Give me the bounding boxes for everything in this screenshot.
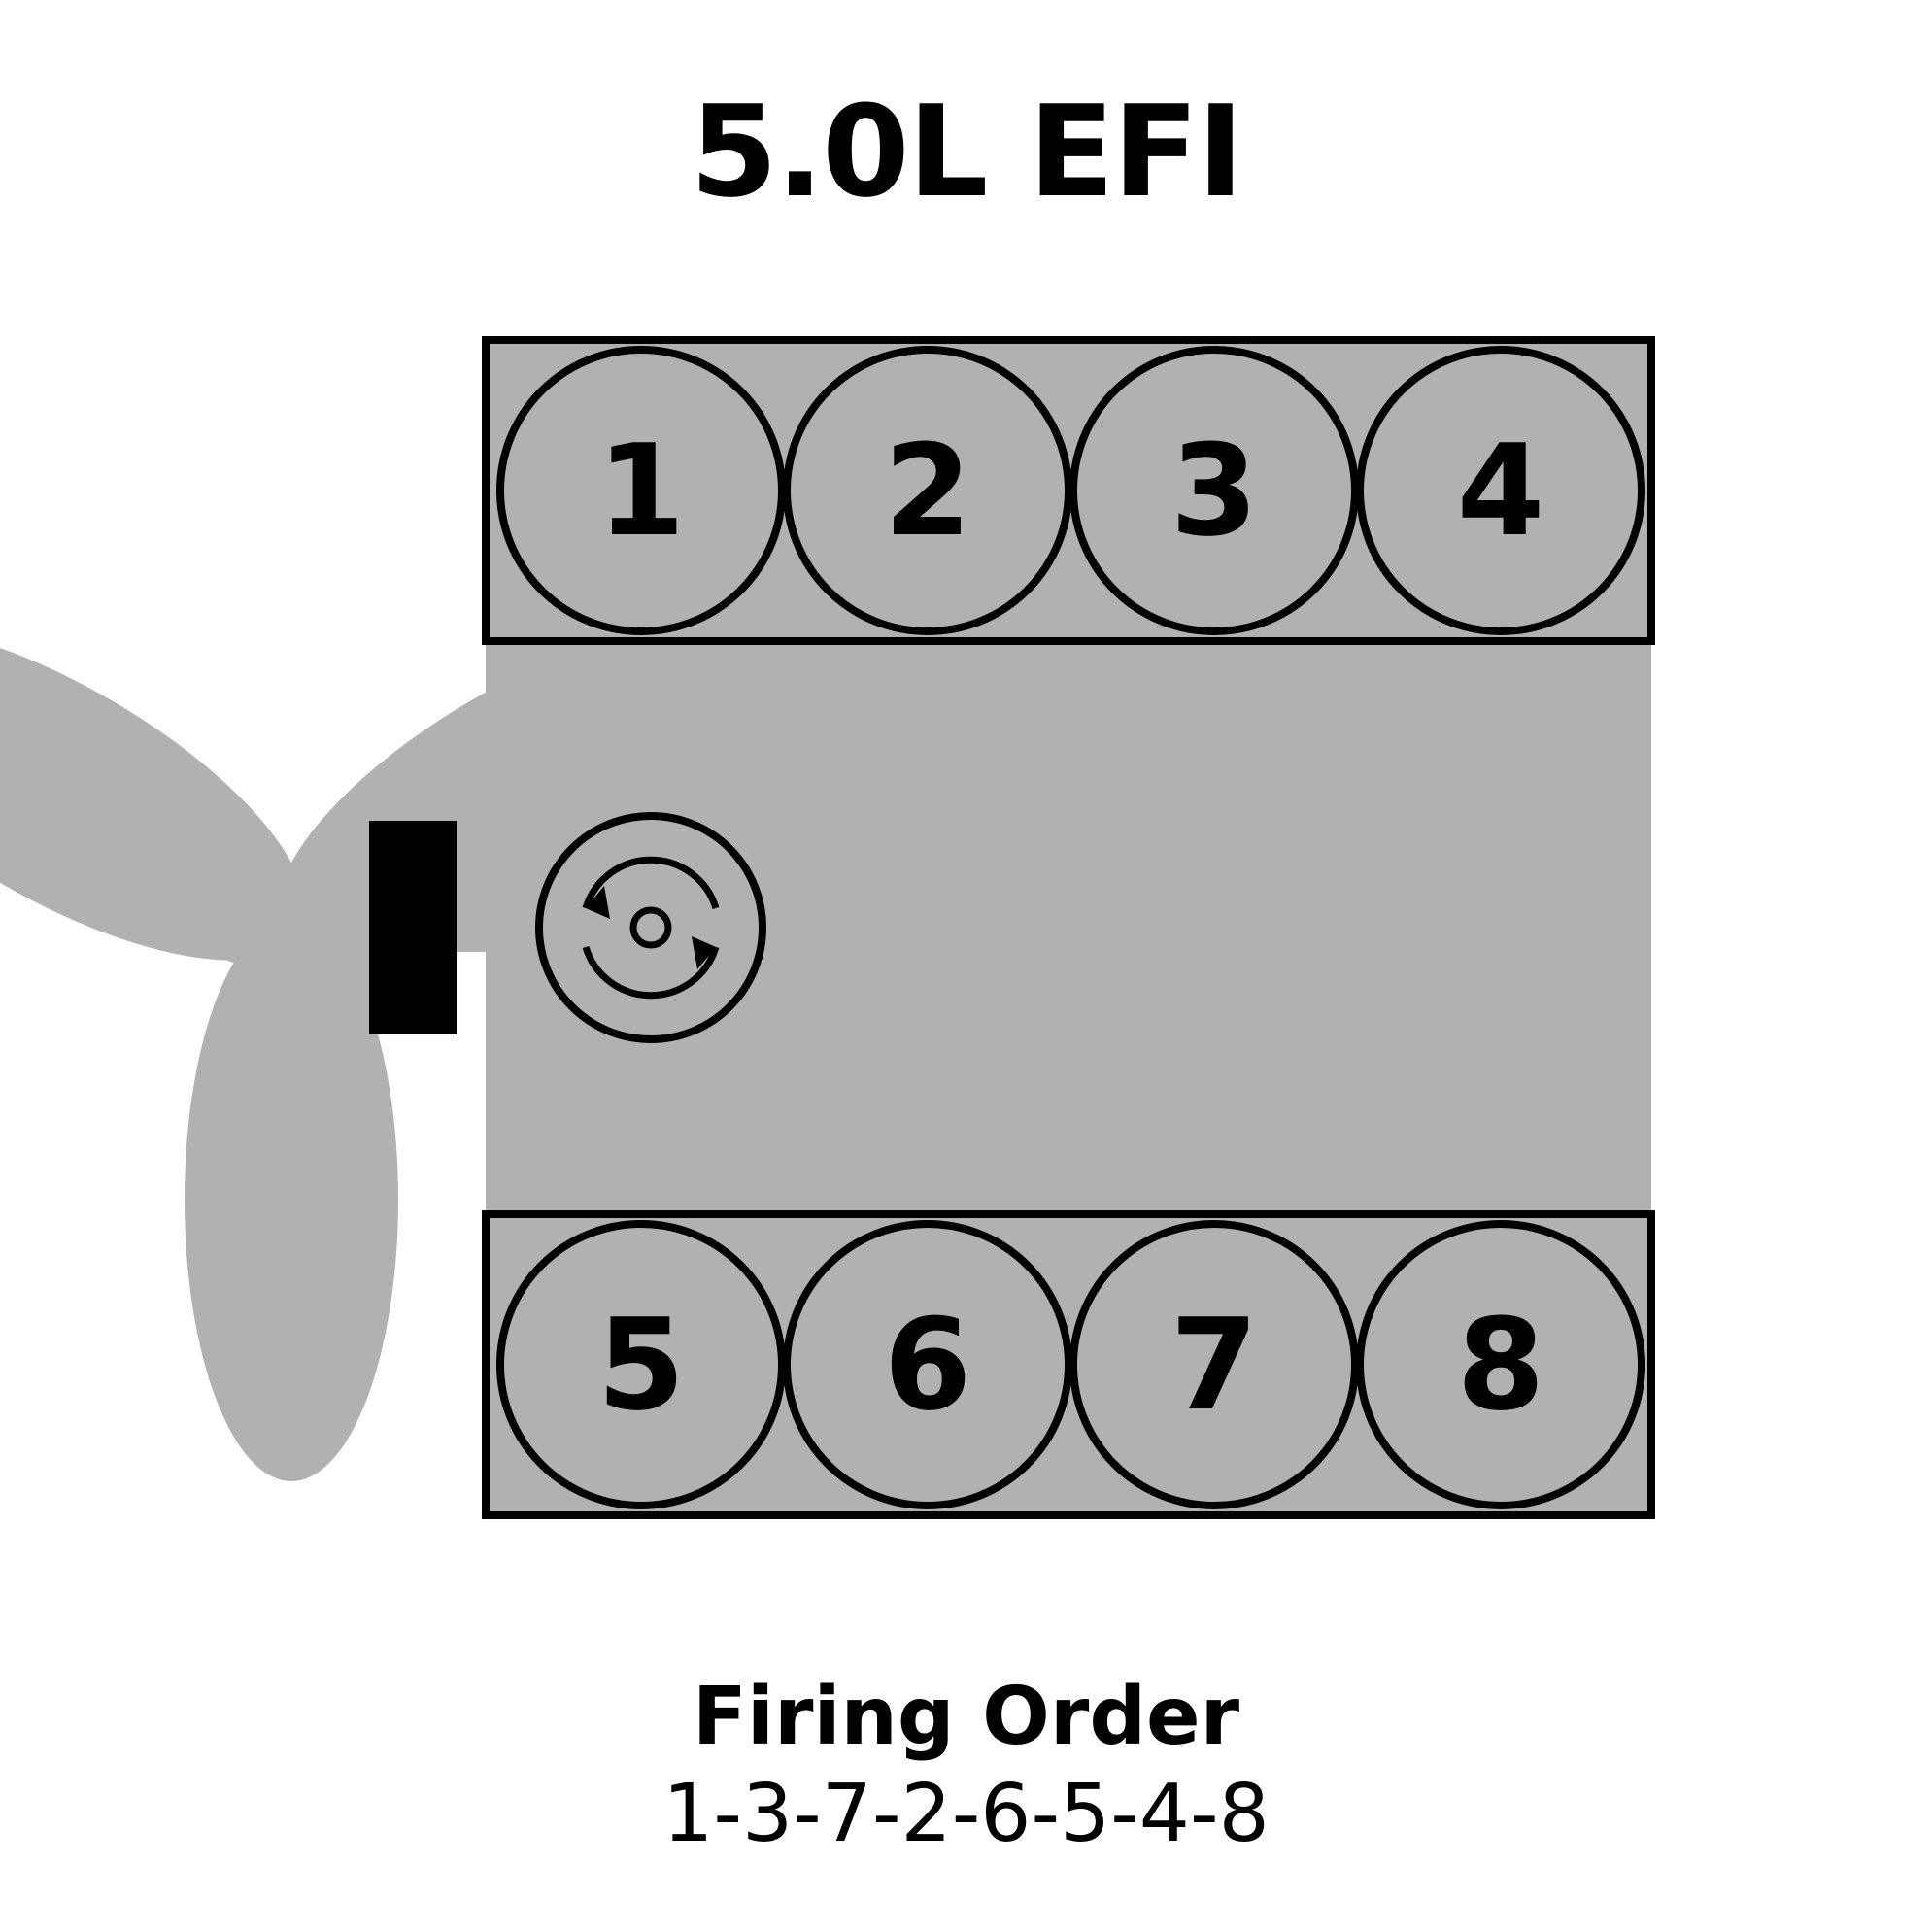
cylinder-5-label: 5	[597, 1291, 685, 1439]
cylinder-5: 5	[500, 1224, 782, 1506]
cylinder-1-label: 1	[597, 417, 685, 564]
cylinder-2: 2	[787, 350, 1068, 631]
cylinder-1: 1	[500, 350, 782, 631]
cylinder-7-label: 7	[1170, 1291, 1258, 1439]
cylinder-8: 8	[1360, 1224, 1642, 1506]
firing-order-value: 1-3-7-2-6-5-4-8	[0, 1768, 1932, 1860]
distributor	[539, 816, 763, 1039]
cylinder-7: 7	[1073, 1224, 1355, 1506]
cylinder-2-label: 2	[884, 417, 971, 564]
cylinder-3-label: 3	[1170, 417, 1258, 564]
engine-diagram: 1 2 3 4 5 6 7 8	[0, 0, 1932, 1932]
distributor-outer	[539, 816, 763, 1039]
cylinder-6-label: 6	[884, 1291, 971, 1439]
cylinder-3: 3	[1073, 350, 1355, 631]
cylinder-6: 6	[787, 1224, 1068, 1506]
cylinder-4-label: 4	[1457, 417, 1544, 564]
cylinder-4: 4	[1360, 350, 1642, 631]
firing-order-label: Firing Order	[0, 1671, 1932, 1763]
cylinder-8-label: 8	[1457, 1291, 1544, 1439]
fan-hub-band	[369, 821, 457, 1034]
